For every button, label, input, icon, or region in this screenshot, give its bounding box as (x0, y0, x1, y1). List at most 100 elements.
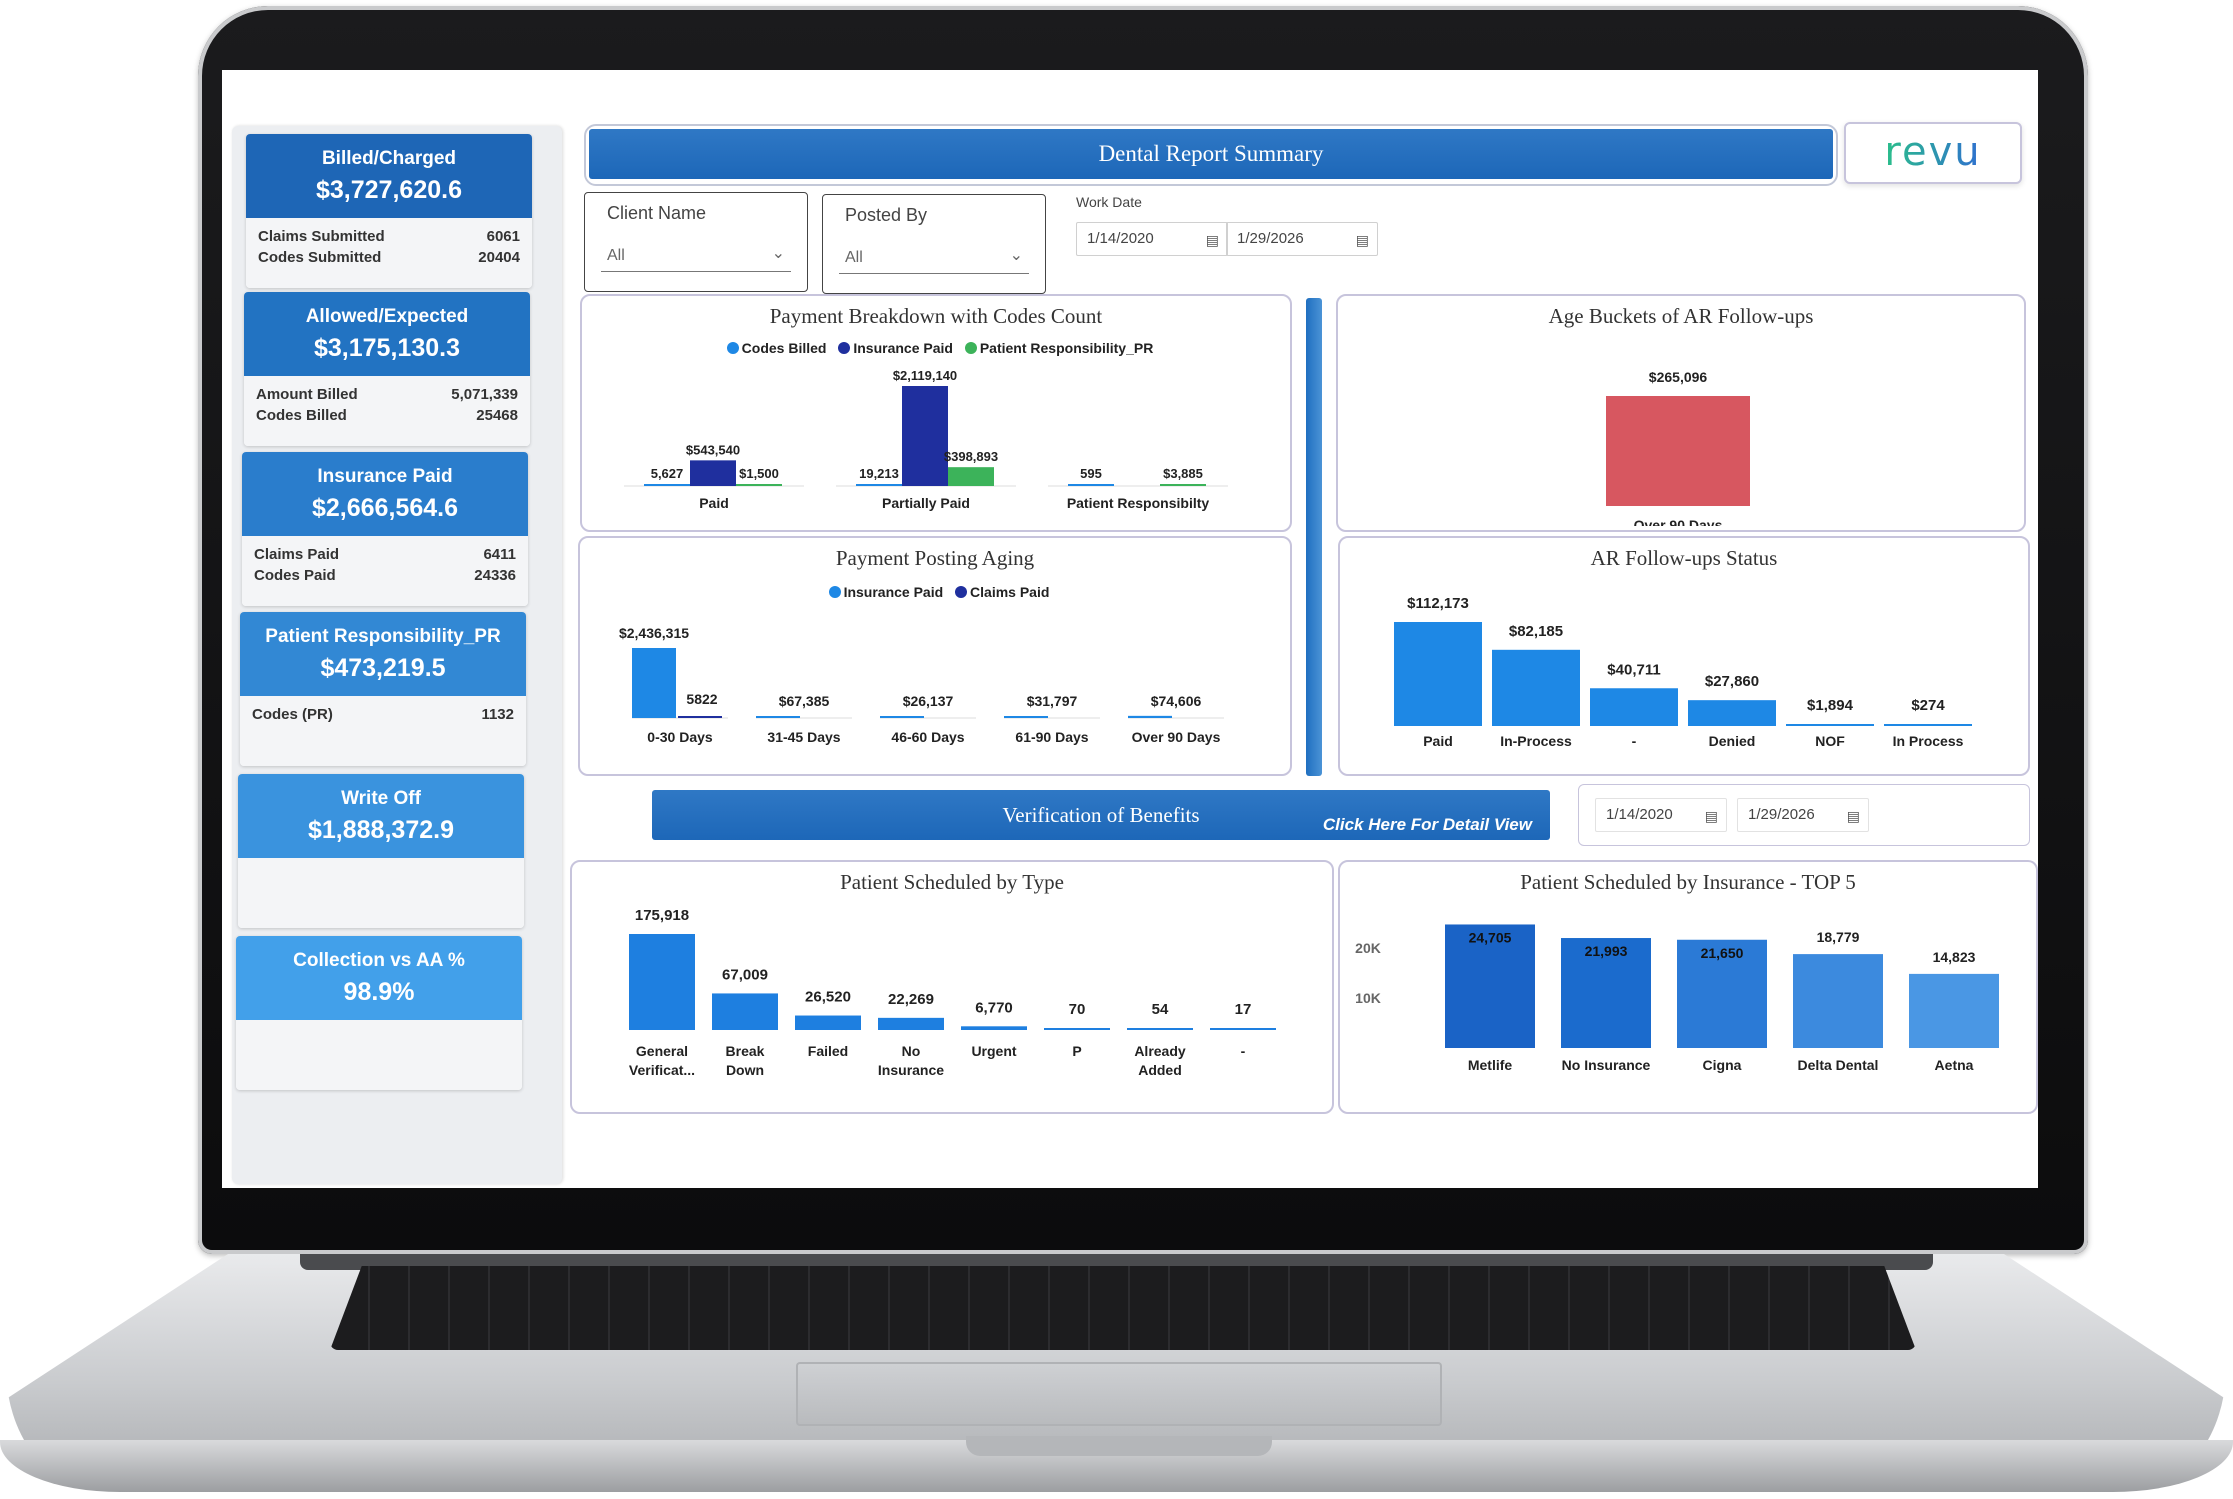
kpi-title: Billed/Charged (321, 148, 457, 169)
data-label: 595 (1080, 466, 1102, 481)
chart-legend: Insurance Paid Claims Paid (580, 584, 1290, 600)
kpi-card-billed[interactable]: Billed/Charged $3,727,620.6 Claims Submi… (246, 134, 532, 288)
bar (1561, 938, 1651, 1048)
payment-aging-chart: $2,436,315 5822 0-30 Days $67,385 31-45 Days… (619, 625, 1224, 745)
vob-banner[interactable]: Verification of Benefits Click Here For … (652, 790, 1550, 840)
data-label: $31,797 (1027, 693, 1078, 709)
data-label: 21,993 (1585, 943, 1628, 959)
scrollbar[interactable] (1306, 298, 1322, 776)
data-label: 14,823 (1933, 949, 1976, 965)
data-label: 21,650 (1701, 945, 1744, 961)
kpi-title: Collection vs AA % (293, 950, 465, 971)
client-name-dropdown[interactable]: All ⌄ (601, 237, 791, 272)
bar (1127, 1028, 1193, 1030)
kpi-row: Codes Paid 24336 (254, 567, 516, 584)
category-label: Patient Responsibilty (1067, 495, 1210, 511)
category-label: Metlife (1468, 1057, 1513, 1073)
category-label: In Process (1893, 733, 1964, 749)
category-label: Delta Dental (1798, 1057, 1879, 1073)
bar (1590, 688, 1678, 726)
category-label: 46-60 Days (891, 729, 964, 745)
kpi-row: Claims Paid 6411 (254, 546, 516, 563)
scheduled-by-insurance-panel: Patient Scheduled by Insurance - TOP 5 1… (1338, 860, 2038, 1114)
bar (948, 467, 994, 486)
bar (1492, 649, 1580, 726)
data-label: 26,520 (805, 989, 851, 1006)
kpi-value: $2,666,564.6 (312, 494, 458, 522)
slicer-label: Client Name (607, 203, 707, 223)
category-label: Partially Paid (882, 495, 970, 511)
data-label: 175,918 (635, 907, 689, 924)
bar (961, 1026, 1027, 1030)
kpi-value: $473,219.5 (320, 654, 446, 682)
data-label: 70 (1069, 1001, 1086, 1018)
work-date-label: Work Date (1076, 194, 1142, 210)
category-label: No Insurance (1562, 1057, 1651, 1073)
client-name-slicer: Client Name All ⌄ (584, 192, 808, 292)
page-title: Dental Report Summary (589, 129, 1833, 179)
category-label: Down (726, 1062, 764, 1078)
data-label: $1,894 (1807, 697, 1854, 714)
vob-date-start[interactable]: 1/14/2020 ▤ (1595, 798, 1727, 832)
category-label: 31-45 Days (767, 729, 840, 745)
kpi-card-patient-responsibility[interactable]: Patient Responsibility_PR $473,219.5 Cod… (240, 612, 526, 766)
bar (736, 484, 782, 486)
kpi-card-write-off[interactable]: Write Off $1,888,372.9 (238, 774, 524, 928)
kpi-title: Write Off (341, 788, 421, 809)
data-label: $26,137 (903, 693, 954, 709)
kpi-card-allowed[interactable]: Allowed/Expected $3,175,130.3 Amount Bil… (244, 292, 530, 446)
chevron-down-icon: ⌄ (1009, 247, 1023, 264)
data-label: $1,500 (739, 466, 779, 481)
bar (1445, 924, 1535, 1048)
revu-logo: revu (1844, 122, 2022, 184)
kpi-row: Codes (PR) 1132 (252, 706, 514, 723)
category-label: Denied (1709, 733, 1756, 749)
kpi-card-insurance-paid[interactable]: Insurance Paid $2,666,564.6 Claims Paid 6… (242, 452, 528, 606)
legend-item: Insurance Paid (843, 584, 944, 600)
data-label: $543,540 (686, 442, 740, 457)
category-label: Verificat... (629, 1062, 695, 1078)
work-date-end[interactable]: 1/29/2026 ▤ (1226, 222, 1378, 256)
calendar-icon: ▤ (1704, 808, 1718, 824)
bar (690, 460, 736, 486)
kpi-card-collection[interactable]: Collection vs AA % 98.9% (236, 936, 522, 1090)
data-label: $82,185 (1509, 623, 1563, 640)
bar (629, 934, 695, 1030)
kpi-value: $3,175,130.3 (314, 334, 460, 362)
bar (1160, 484, 1206, 486)
category-label: Over 90 Days (1132, 729, 1221, 745)
kpi-title: Patient Responsibility_PR (265, 626, 501, 647)
y-tick-label: 10K (1355, 990, 1381, 1006)
laptop-keyboard (330, 1266, 1916, 1350)
detail-view-link[interactable]: Click Here For Detail View (1322, 815, 1532, 834)
bar (1884, 724, 1972, 726)
payment-breakdown-panel: Payment Breakdown with Codes Count Codes… (580, 294, 1292, 532)
kpi-row: Codes Submitted 20404 (258, 249, 520, 266)
legend-item: Patient Responsibility_PR (979, 340, 1154, 356)
posted-by-dropdown[interactable]: All ⌄ (839, 239, 1029, 274)
ar-status-chart: $112,173 Paid $82,185 In-Process $40,711 - $27… (1394, 595, 1972, 749)
data-label: $274 (1911, 697, 1945, 714)
bar (878, 1017, 944, 1030)
calendar-icon: ▤ (1846, 808, 1860, 824)
data-label: 18,779 (1817, 929, 1860, 945)
bar (1606, 396, 1750, 506)
category-label: 0-30 Days (647, 729, 713, 745)
category-label: P (1072, 1043, 1081, 1059)
kpi-row: Amount Billed 5,071,339 (256, 386, 518, 403)
bar (678, 716, 722, 718)
category-label: Aetna (1935, 1057, 1974, 1073)
work-date-start[interactable]: 1/14/2020 ▤ (1076, 222, 1228, 256)
calendar-icon: ▤ (1355, 232, 1369, 248)
category-label: Urgent (971, 1043, 1016, 1059)
category-label: - (1632, 733, 1637, 749)
posted-by-slicer: Posted By All ⌄ (822, 194, 1046, 294)
category-label: Added (1138, 1062, 1182, 1078)
ar-followups-status-panel: AR Follow-ups Status $112,173 Paid $82,185… (1338, 536, 2030, 776)
data-label: $265,096 (1649, 369, 1708, 385)
vob-date-end[interactable]: 1/29/2026 ▤ (1737, 798, 1869, 832)
slicer-label: Posted By (845, 205, 928, 225)
data-label: 5,627 (651, 466, 684, 481)
bar (1394, 622, 1482, 726)
chart-title: Age Buckets of AR Follow-ups (1548, 304, 1814, 328)
